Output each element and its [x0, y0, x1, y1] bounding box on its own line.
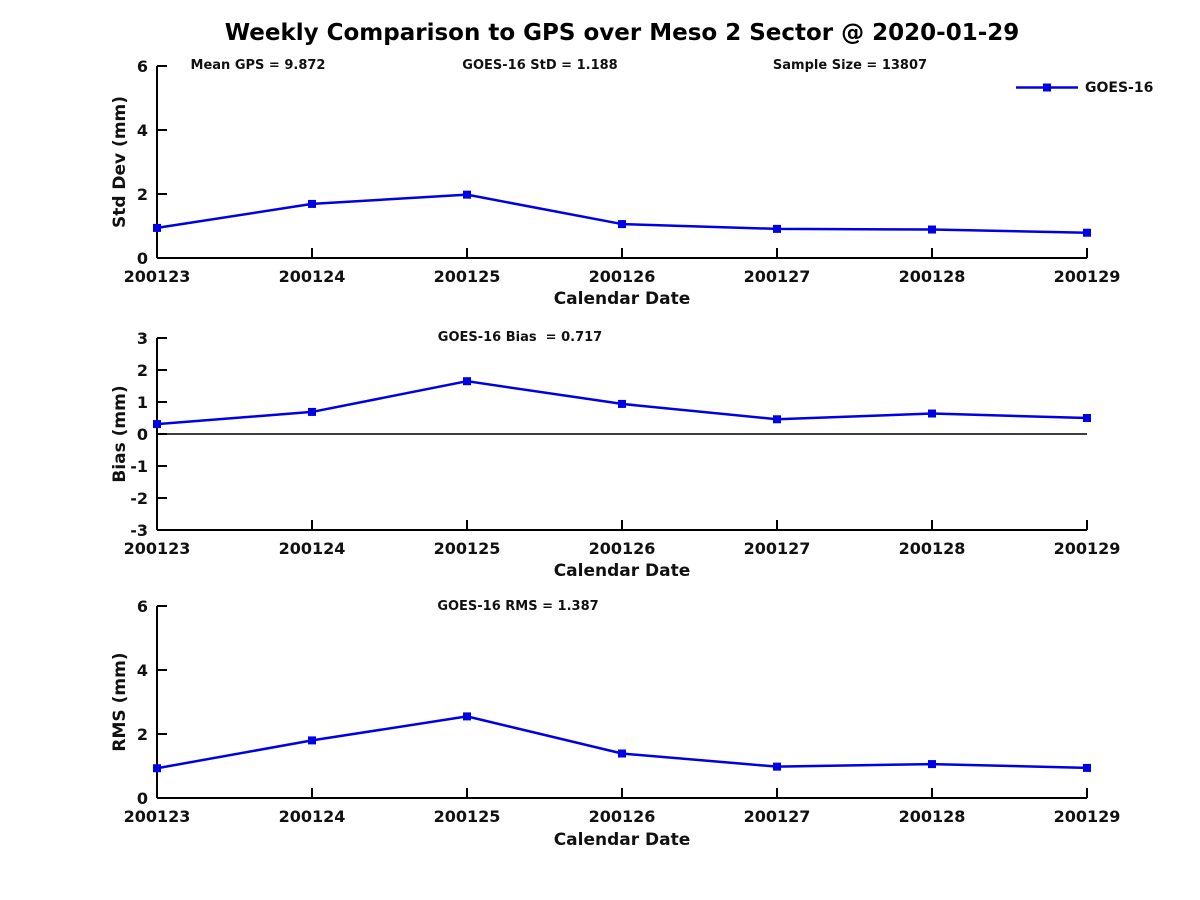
svg-text:200124: 200124 — [279, 807, 346, 826]
legend: GOES-16 — [1016, 79, 1153, 96]
svg-text:200125: 200125 — [434, 267, 501, 286]
svg-text:6: 6 — [137, 57, 148, 76]
svg-text:200124: 200124 — [279, 539, 346, 558]
svg-text:2: 2 — [137, 361, 148, 380]
annotation-goes16-rms: GOES-16 RMS = 1.387 — [437, 599, 599, 614]
svg-text:0: 0 — [137, 789, 148, 808]
svg-text:3: 3 — [137, 329, 148, 348]
svg-text:0: 0 — [137, 425, 148, 444]
svg-text:200128: 200128 — [899, 267, 966, 286]
svg-text:200128: 200128 — [899, 807, 966, 826]
svg-text:4: 4 — [137, 661, 148, 680]
y-axis-label-rms: RMS (mm) — [110, 652, 130, 752]
svg-text:200124: 200124 — [279, 267, 346, 286]
svg-text:-2: -2 — [130, 489, 148, 508]
svg-text:6: 6 — [137, 597, 148, 616]
svg-text:1: 1 — [137, 393, 148, 412]
svg-text:200126: 200126 — [589, 807, 656, 826]
x-axis-label-plot2: Calendar Date — [553, 561, 691, 581]
svg-text:2: 2 — [137, 185, 148, 204]
annotation-goes16-bias: GOES-16 Bias = 0.717 — [437, 330, 603, 345]
x-axis-label-plot1: Calendar Date — [553, 289, 691, 309]
x-axis-label-plot3: Calendar Date — [553, 830, 691, 850]
page-title: Weekly Comparison to GPS over Meso 2 Sec… — [224, 20, 1020, 46]
svg-text:200125: 200125 — [434, 539, 501, 558]
annotation-goes16-std: GOES-16 StD = 1.188 — [462, 58, 618, 73]
svg-text:200126: 200126 — [589, 539, 656, 558]
svg-text:200127: 200127 — [744, 267, 811, 286]
svg-text:200123: 200123 — [124, 539, 191, 558]
svg-text:200129: 200129 — [1054, 539, 1121, 558]
y-axis-label-bias: Bias (mm) — [110, 385, 130, 483]
annotation-mean-gps: Mean GPS = 9.872 — [190, 58, 326, 73]
annotation-sample-size: Sample Size = 13807 — [772, 58, 928, 73]
svg-text:-3: -3 — [130, 521, 148, 540]
svg-text:200128: 200128 — [899, 539, 966, 558]
legend-label: GOES-16 — [1085, 79, 1154, 96]
y-axis-label-std-dev: Std Dev (mm) — [110, 95, 130, 229]
svg-text:0: 0 — [137, 249, 148, 268]
svg-text:-1: -1 — [130, 457, 148, 476]
svg-text:200129: 200129 — [1054, 807, 1121, 826]
svg-text:200125: 200125 — [434, 807, 501, 826]
svg-text:2: 2 — [137, 725, 148, 744]
svg-text:200123: 200123 — [124, 267, 191, 286]
svg-text:200127: 200127 — [744, 539, 811, 558]
svg-text:4: 4 — [137, 121, 148, 140]
legend-line-marker-icon — [1016, 83, 1078, 92]
svg-text:200129: 200129 — [1054, 267, 1121, 286]
svg-text:200126: 200126 — [589, 267, 656, 286]
svg-text:200127: 200127 — [744, 807, 811, 826]
svg-text:200123: 200123 — [124, 807, 191, 826]
